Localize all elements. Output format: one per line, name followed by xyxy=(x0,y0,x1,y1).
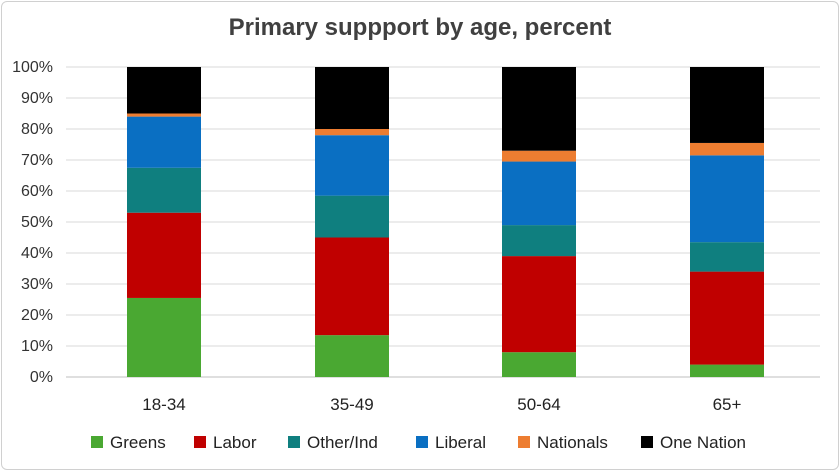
legend-swatch xyxy=(194,436,206,448)
bar-segment-labor xyxy=(127,212,201,298)
bar-segment-nationals xyxy=(502,150,576,162)
bar-segment-greens xyxy=(690,364,764,377)
bar-segment-other-ind xyxy=(690,242,764,272)
bar-segment-one-nation xyxy=(127,67,201,114)
y-tick-label: 30% xyxy=(21,276,53,293)
y-tick-label: 100% xyxy=(12,59,53,76)
legend-label: Other/Ind xyxy=(307,433,378,452)
legend-swatch xyxy=(288,436,300,448)
legend-label: Liberal xyxy=(435,433,486,452)
y-tick-label: 90% xyxy=(21,90,53,107)
bar-segment-liberal xyxy=(127,116,201,168)
bar-segment-one-nation xyxy=(502,67,576,151)
x-category-label: 18-34 xyxy=(142,395,185,414)
bar-segment-other-ind xyxy=(127,167,201,213)
legend-label: One Nation xyxy=(660,433,746,452)
legend-swatch xyxy=(91,436,103,448)
legend-label: Nationals xyxy=(537,433,608,452)
bar-segment-liberal xyxy=(690,155,764,243)
y-tick-label: 50% xyxy=(21,214,53,231)
bar-segment-nationals xyxy=(315,129,389,136)
y-tick-label: 80% xyxy=(21,121,53,138)
bar-segment-nationals xyxy=(690,142,764,156)
bar-segment-labor xyxy=(315,237,389,336)
legend-swatch xyxy=(641,436,653,448)
bar-segment-greens xyxy=(502,352,576,377)
bar-segment-labor xyxy=(690,271,764,365)
y-tick-label: 60% xyxy=(21,183,53,200)
bar-segment-liberal xyxy=(502,161,576,226)
bar-segment-other-ind xyxy=(502,225,576,257)
bar-segment-labor xyxy=(502,256,576,353)
y-tick-label: 70% xyxy=(21,152,53,169)
legend-label: Labor xyxy=(213,433,257,452)
x-category-label: 50-64 xyxy=(517,395,560,414)
legend-label: Greens xyxy=(110,433,166,452)
y-tick-label: 0% xyxy=(30,369,53,386)
y-tick-label: 40% xyxy=(21,245,53,262)
chart-title: Primary suppport by age, percent xyxy=(228,14,612,41)
bar-segment-one-nation xyxy=(690,67,764,143)
bar-segment-other-ind xyxy=(315,195,389,238)
legend-swatch xyxy=(518,436,530,448)
bar-segment-greens xyxy=(127,297,201,377)
x-category-label: 65+ xyxy=(713,395,742,414)
bar-segment-nationals xyxy=(127,113,201,117)
bar-segment-one-nation xyxy=(315,67,389,129)
bar-segment-greens xyxy=(315,335,389,377)
y-tick-label: 20% xyxy=(21,307,53,324)
bar-segment-liberal xyxy=(315,135,389,196)
y-tick-label: 10% xyxy=(21,338,53,355)
x-category-label: 35-49 xyxy=(330,395,373,414)
legend-swatch xyxy=(416,436,428,448)
